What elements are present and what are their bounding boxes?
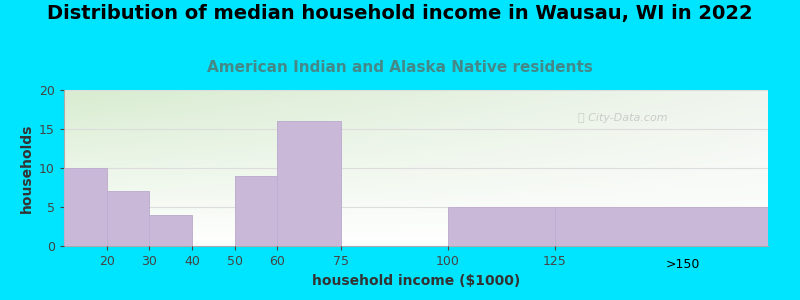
Text: Distribution of median household income in Wausau, WI in 2022: Distribution of median household income … [47,4,753,23]
Y-axis label: households: households [19,123,34,213]
Text: American Indian and Alaska Native residents: American Indian and Alaska Native reside… [207,60,593,75]
Text: >150: >150 [666,258,700,271]
Bar [448,207,554,246]
X-axis label: household income ($1000): household income ($1000) [312,274,520,288]
Bar [150,215,192,246]
Text: ⓘ City-Data.com: ⓘ City-Data.com [578,113,667,123]
Bar [554,207,768,246]
Bar [278,121,342,246]
Bar [106,191,150,246]
Bar [64,168,106,246]
Bar [234,176,278,246]
